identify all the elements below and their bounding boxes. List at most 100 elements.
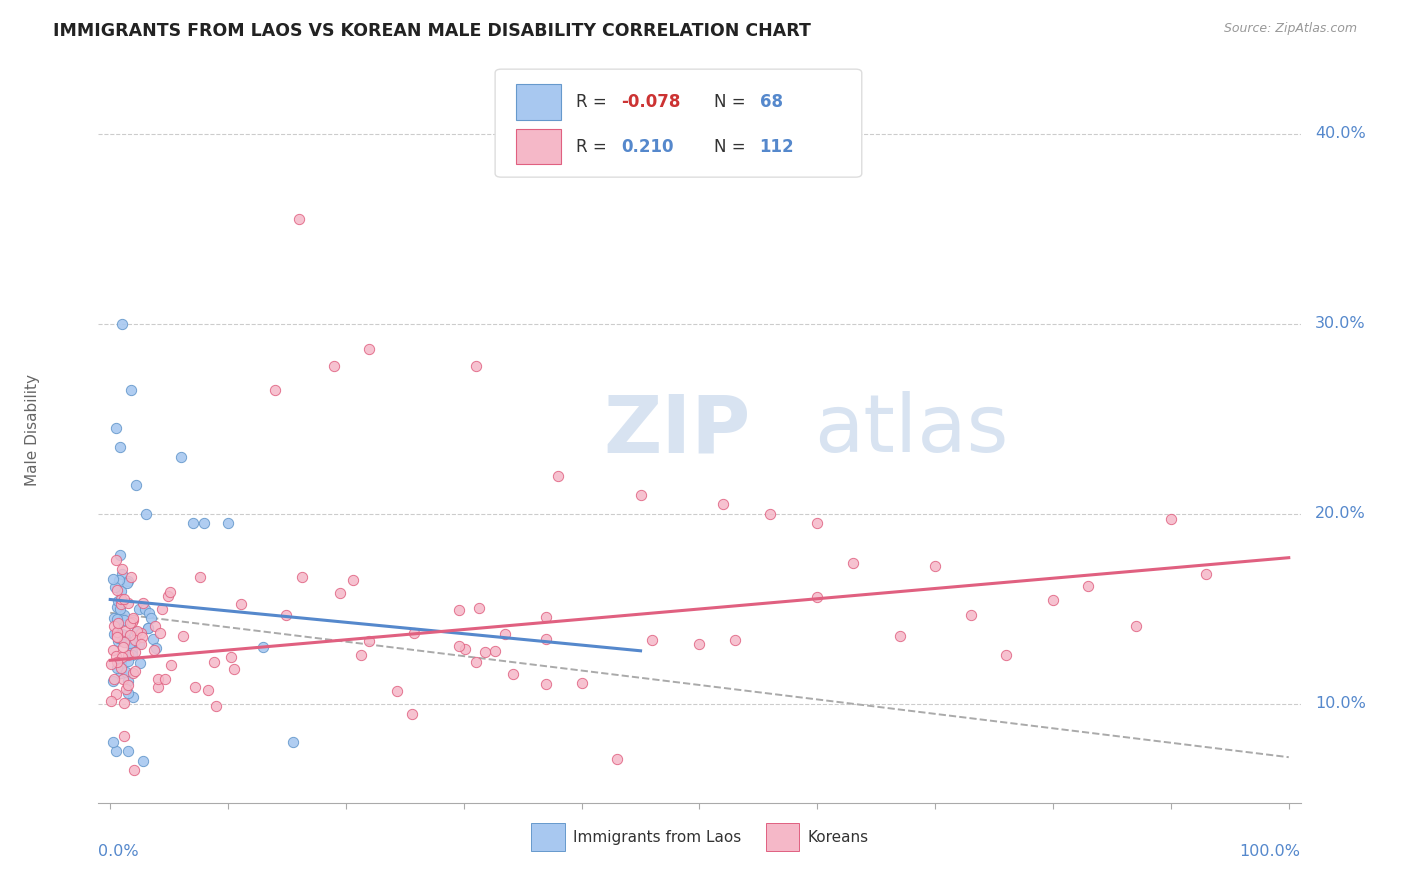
Point xyxy=(111,627,134,641)
Point xyxy=(134,602,156,616)
Point xyxy=(536,677,558,691)
Point xyxy=(100,657,122,672)
Point xyxy=(136,621,159,635)
Text: R =: R = xyxy=(575,137,612,155)
Point xyxy=(447,603,470,617)
Point xyxy=(103,626,125,640)
FancyBboxPatch shape xyxy=(531,823,565,851)
Point xyxy=(264,384,287,398)
Point xyxy=(141,611,163,625)
Point xyxy=(105,631,128,645)
Text: 10.0%: 10.0% xyxy=(1315,697,1365,712)
Point xyxy=(129,637,152,651)
Point xyxy=(117,685,139,699)
Point xyxy=(103,672,125,686)
Point xyxy=(157,589,180,603)
Text: -0.078: -0.078 xyxy=(621,93,681,111)
Text: 20.0%: 20.0% xyxy=(1315,507,1365,522)
Text: 68: 68 xyxy=(759,93,783,111)
Point xyxy=(464,359,486,373)
Point xyxy=(101,573,124,587)
Point xyxy=(118,636,141,650)
Point xyxy=(107,656,129,670)
Point xyxy=(121,690,143,704)
Point xyxy=(117,654,139,668)
Point xyxy=(104,581,127,595)
Point xyxy=(108,441,131,455)
Point xyxy=(120,384,142,398)
Text: IMMIGRANTS FROM LAOS VS KOREAN MALE DISABILITY CORRELATION CHART: IMMIGRANTS FROM LAOS VS KOREAN MALE DISA… xyxy=(53,22,811,40)
Text: R =: R = xyxy=(575,93,612,111)
Point xyxy=(121,638,143,652)
Text: 0.0%: 0.0% xyxy=(98,844,139,859)
Point xyxy=(350,648,373,663)
Point xyxy=(188,570,211,584)
Point xyxy=(112,607,135,622)
Point xyxy=(454,641,477,656)
Text: 112: 112 xyxy=(759,137,794,155)
Point xyxy=(184,681,207,695)
Point xyxy=(138,606,160,620)
Text: Immigrants from Laos: Immigrants from Laos xyxy=(574,830,741,845)
Point xyxy=(107,583,129,598)
Point xyxy=(131,596,153,610)
Point xyxy=(806,590,828,604)
Point xyxy=(287,212,309,227)
Point xyxy=(149,626,172,640)
Point xyxy=(143,619,166,633)
Point xyxy=(145,640,167,655)
Point xyxy=(125,624,148,638)
Point xyxy=(181,516,204,531)
Point xyxy=(105,661,128,675)
Point xyxy=(959,607,981,622)
Text: 30.0%: 30.0% xyxy=(1315,317,1365,332)
Point xyxy=(121,635,143,649)
Point xyxy=(359,342,381,356)
Point xyxy=(112,672,135,686)
Point xyxy=(121,665,143,680)
Point xyxy=(105,744,128,758)
Point xyxy=(468,601,491,615)
Point xyxy=(105,624,128,639)
FancyBboxPatch shape xyxy=(495,70,862,178)
Point xyxy=(205,698,228,713)
Point xyxy=(131,630,153,644)
Point xyxy=(118,627,141,641)
Point xyxy=(465,655,488,669)
Point xyxy=(112,634,135,648)
Point xyxy=(494,626,516,640)
Point xyxy=(110,595,132,609)
Point xyxy=(112,591,135,606)
Point xyxy=(107,632,129,646)
Point xyxy=(153,672,176,686)
Point xyxy=(111,650,134,665)
Point xyxy=(759,507,782,521)
Point xyxy=(291,570,314,584)
Point xyxy=(484,643,506,657)
Point xyxy=(630,488,652,502)
Point xyxy=(1160,512,1182,526)
Point xyxy=(1195,567,1218,582)
Point xyxy=(112,628,135,642)
Point xyxy=(128,602,150,616)
Point xyxy=(401,707,423,722)
Point xyxy=(146,672,169,686)
Point xyxy=(115,575,138,590)
Point xyxy=(129,626,152,640)
Point xyxy=(110,584,132,599)
Point xyxy=(222,662,245,676)
Point xyxy=(124,633,146,648)
Point xyxy=(117,744,139,758)
Point xyxy=(115,665,138,680)
Text: Male Disability: Male Disability xyxy=(25,375,39,486)
Point xyxy=(724,632,747,647)
Point xyxy=(252,640,274,654)
Point xyxy=(323,359,346,373)
Point xyxy=(124,645,146,659)
Point xyxy=(105,599,128,614)
Point xyxy=(142,632,165,646)
Point xyxy=(571,676,593,690)
Point xyxy=(132,754,155,768)
Point xyxy=(136,621,159,635)
Point xyxy=(112,729,135,743)
